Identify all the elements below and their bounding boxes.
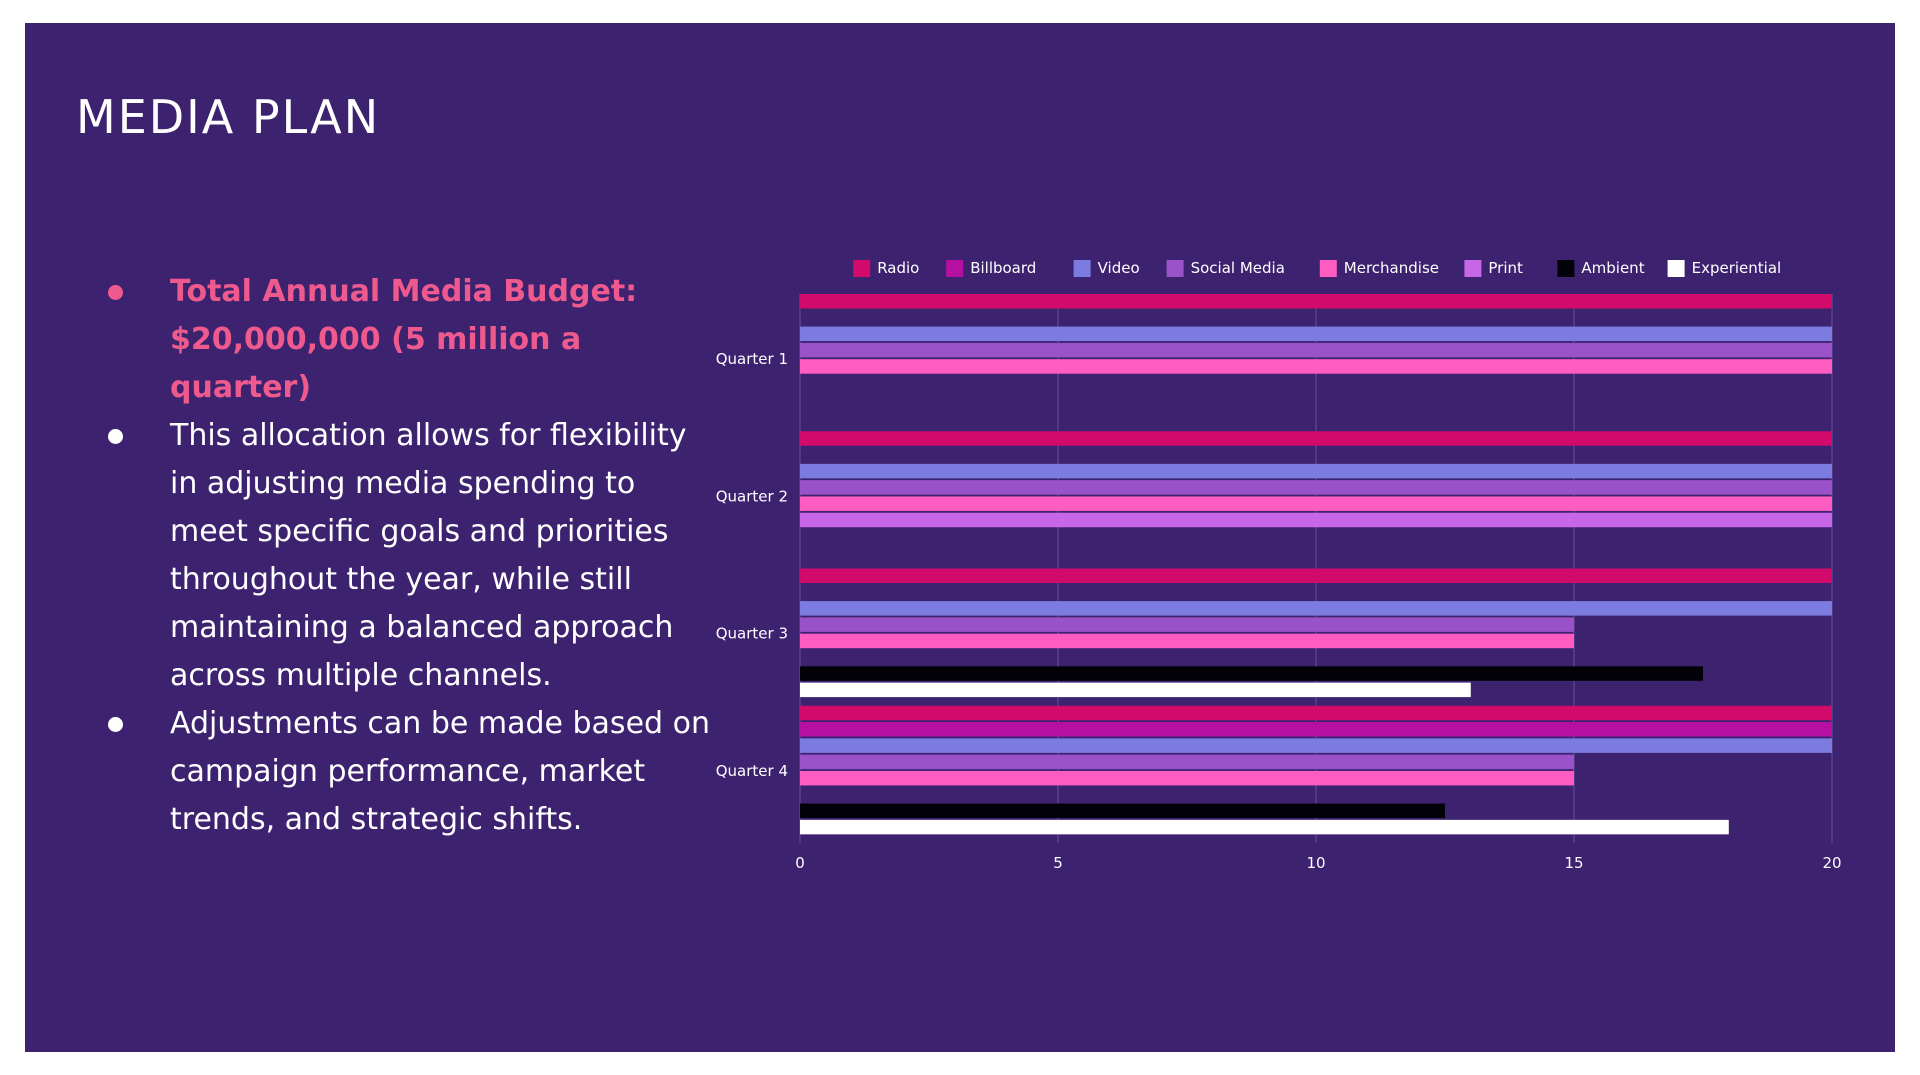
bar-radio: [800, 294, 1832, 309]
x-tick-label: 10: [1306, 854, 1325, 872]
legend-swatch: [1166, 260, 1184, 277]
legend-label: Merchandise: [1344, 259, 1439, 277]
bar-social-media: [800, 754, 1574, 770]
legend-label: Radio: [877, 259, 919, 277]
bullet-text: Total Annual Media Budget: $20,000,000 (…: [170, 274, 638, 405]
bullet-dot-icon: [108, 429, 123, 444]
category-label: Quarter 1: [716, 350, 788, 368]
category-label: Quarter 3: [716, 625, 788, 643]
legend-swatch: [853, 260, 871, 277]
bullet-text: This allocation allows for flexibility i…: [170, 418, 687, 693]
legend-swatch: [1557, 260, 1575, 277]
bar-experiential: [800, 819, 1729, 835]
bar-radio: [800, 705, 1832, 721]
bar-social-media: [800, 342, 1832, 358]
bar-experiential: [800, 682, 1471, 698]
bullet-dot-icon: [108, 285, 123, 300]
bullet-dot-icon: [108, 717, 123, 732]
category-label: Quarter 4: [716, 762, 788, 780]
legend-swatch: [946, 260, 964, 277]
legend-swatch: [1073, 260, 1091, 277]
bar-social-media: [800, 480, 1832, 495]
bar-radio: [800, 431, 1832, 446]
x-tick-label: 20: [1822, 854, 1841, 872]
bar-video: [800, 326, 1832, 342]
legend-label: Ambient: [1581, 259, 1644, 277]
legend-label: Video: [1098, 259, 1140, 277]
legend-label: Social Media: [1191, 259, 1285, 277]
bullet-item-allocation: This allocation allows for flexibility i…: [76, 412, 716, 700]
slide-background: [25, 23, 1895, 1052]
bar-merchandise: [800, 496, 1832, 511]
bar-radio: [800, 568, 1832, 583]
legend-swatch: [1464, 260, 1482, 277]
legend-label: Experiential: [1692, 259, 1782, 277]
bullet-list: Total Annual Media Budget: $20,000,000 (…: [76, 268, 716, 844]
bar-merchandise: [800, 633, 1574, 649]
bullet-item-adjustments: Adjustments can be made based on campaig…: [76, 700, 716, 844]
category-label: Quarter 2: [716, 487, 788, 505]
x-tick-label: 0: [795, 854, 805, 872]
bar-social-media: [800, 617, 1574, 632]
legend-swatch: [1667, 260, 1685, 277]
bullet-text: Adjustments can be made based on campaig…: [170, 706, 710, 837]
bar-billboard: [800, 722, 1832, 737]
x-tick-label: 5: [1053, 854, 1063, 872]
bar-print: [800, 512, 1832, 528]
legend-label: Print: [1488, 259, 1523, 277]
bar-ambient: [800, 666, 1703, 681]
bar-video: [800, 463, 1832, 479]
bar-video: [800, 738, 1832, 753]
bar-video: [800, 601, 1832, 616]
bar-merchandise: [800, 770, 1574, 786]
bullet-item-budget: Total Annual Media Budget: $20,000,000 (…: [76, 268, 716, 412]
legend-label: Billboard: [970, 259, 1036, 277]
bar-ambient: [800, 803, 1445, 819]
slide-title: MEDIA PLAN: [76, 90, 381, 144]
x-tick-label: 15: [1564, 854, 1583, 872]
legend-swatch: [1319, 260, 1337, 277]
bar-merchandise: [800, 359, 1832, 374]
